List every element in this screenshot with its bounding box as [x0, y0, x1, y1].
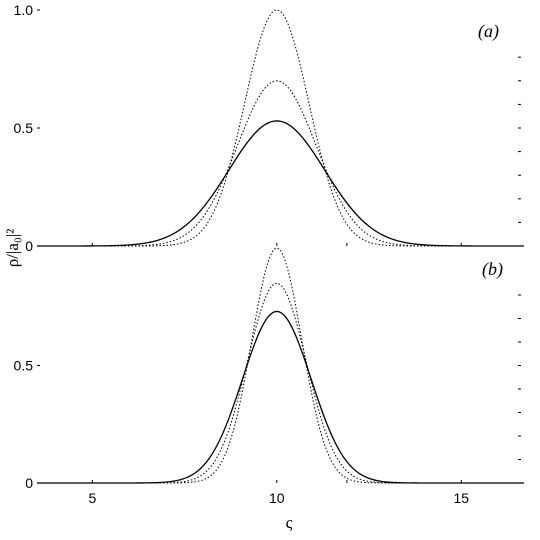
panel-b-series-2-line [37, 247, 524, 484]
panel-a-ytick-label: 0.5 [14, 120, 34, 136]
panel-b-ytick-label: 0 [25, 475, 33, 491]
y-axis-label: ρ/|a₀|² [3, 229, 22, 268]
panel-b-xtick-label: 15 [453, 490, 469, 506]
panel-a-series-0-line [37, 120, 524, 247]
panel-b-ytick-label: 0.5 [14, 358, 34, 374]
panel-b-series-1-line [37, 282, 524, 484]
x-axis-label: ς [286, 513, 293, 532]
panel-b-xtick-label: 10 [269, 490, 285, 506]
panel-a-ytick-label: 1.0 [14, 2, 34, 18]
panel-a-series-2-line [37, 9, 524, 247]
panel-a-ytick-label: 0 [25, 238, 33, 254]
panel-b-label: (b) [482, 259, 503, 280]
panel-b-curves [37, 247, 524, 484]
panel-b-series-0-line [37, 310, 524, 484]
panel-a-series-1-line [37, 80, 524, 247]
panel-a: 0 0.5 1.0 (a) [14, 2, 524, 254]
panel-b-xtick-label: 5 [88, 490, 96, 506]
panel-a-label: (a) [478, 21, 499, 42]
panel-b-ticks: 0 0.5 5 10 15 [14, 294, 521, 506]
panel-a-curves [37, 9, 524, 247]
panel-b: 0 0.5 5 10 15 (b) [14, 247, 524, 506]
panel-a-ticks: 0 0.5 1.0 [14, 2, 521, 254]
